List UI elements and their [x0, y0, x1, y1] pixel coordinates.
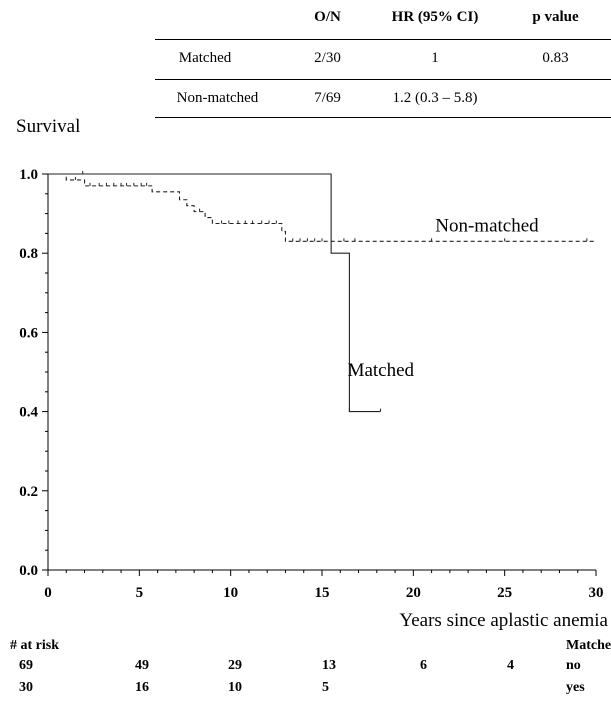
y-tick-label: 0.8	[19, 246, 38, 262]
risk-count: 5	[322, 680, 329, 695]
y-tick-label: 0.0	[19, 563, 38, 579]
table-rule	[155, 39, 611, 40]
survival-chart: 0.0 0.2 0.4 0.6 0.8 1.0 0 5 10 15 20 25 30 Years sinc…	[19, 167, 608, 631]
table-cell: 0.83	[542, 50, 569, 66]
risk-count: 13	[322, 658, 336, 673]
table-cell: 2/30	[314, 50, 341, 66]
x-tick-label: 15	[315, 585, 330, 601]
x-tick-label: 25	[497, 585, 512, 601]
y-tick-label: 1.0	[19, 167, 38, 183]
x-tick-label: 20	[406, 585, 421, 601]
x-tick-label: 30	[589, 585, 604, 601]
table-cell: 1.2 (0.3 – 5.8)	[392, 90, 478, 106]
table-rule	[155, 117, 611, 118]
table-row: Non-matched 7/69 1.2 (0.3 – 5.8)	[155, 81, 611, 115]
table-cell: 1	[431, 50, 439, 66]
table-header-cell: HR (95% CI)	[391, 9, 479, 25]
table-cell: Matched	[178, 50, 232, 66]
y-axis-label: Survival	[16, 116, 81, 137]
risk-header: # at risk	[10, 638, 59, 653]
table-cell: Non-matched	[176, 90, 259, 106]
table-header-cell	[155, 0, 285, 34]
risk-count: 30	[19, 680, 33, 695]
annotation-nonmatched: Non-matched	[435, 215, 539, 236]
risk-count: 4	[507, 658, 514, 673]
table-cell: 7/69	[314, 90, 341, 106]
series-line-non-matched	[48, 173, 596, 242]
risk-group-label: yes	[566, 680, 585, 695]
risk-table: # at risk Matched 69 49 29 13 6 4 no 30 16 10 5 yes	[0, 636, 611, 706]
risk-count: 6	[420, 658, 427, 673]
risk-count: 29	[228, 658, 242, 673]
table-header-row: O/N HR (95% CI) p value	[155, 0, 611, 34]
table-row: Matched 2/30 1 0.83	[155, 41, 611, 75]
risk-count: 49	[135, 658, 149, 673]
y-tick-label: 0.2	[19, 484, 38, 500]
y-tick-label: 0.4	[19, 405, 38, 421]
table-cell	[500, 81, 611, 115]
x-tick-label: 10	[223, 585, 238, 601]
x-axis-label: Years since aplastic anemia	[399, 610, 608, 631]
annotation-matched: Matched	[348, 360, 415, 381]
y-tick-label: 0.6	[19, 325, 38, 341]
risk-count: 69	[19, 658, 33, 673]
risk-group-label: no	[566, 658, 581, 673]
table-header-cell: p value	[532, 9, 579, 25]
x-tick-label: 5	[136, 585, 144, 601]
risk-count: 16	[135, 680, 149, 695]
risk-group-header: Matched	[566, 638, 611, 653]
table-header-cell: O/N	[314, 9, 341, 25]
series-line-matched	[48, 173, 381, 413]
table-rule	[155, 79, 611, 80]
risk-count: 10	[228, 680, 242, 695]
x-tick-label: 0	[44, 585, 52, 601]
